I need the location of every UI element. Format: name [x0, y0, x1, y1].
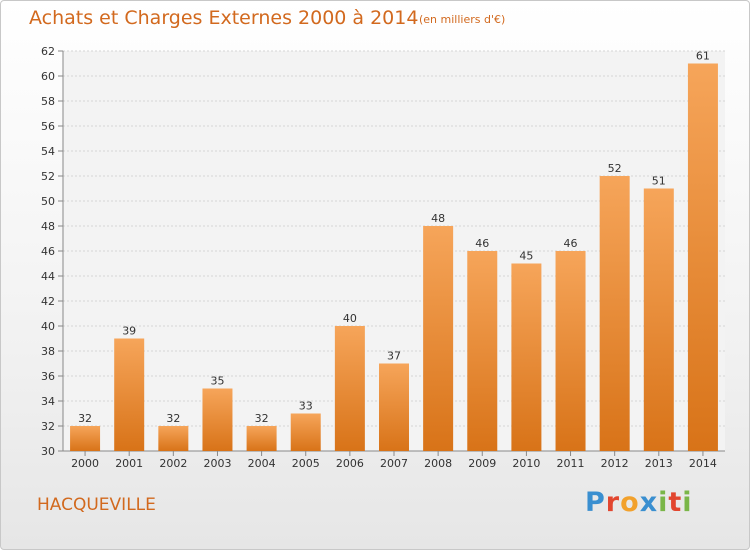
data-label: 32 [166, 412, 180, 425]
y-tick-label: 34 [41, 395, 55, 408]
data-label: 46 [564, 237, 578, 250]
bar [379, 363, 409, 451]
bar [423, 226, 454, 451]
bar [643, 188, 674, 451]
x-tick-label: 2014 [689, 457, 717, 470]
x-tick-label: 2004 [248, 457, 276, 470]
data-label: 32 [255, 412, 269, 425]
y-tick-label: 44 [41, 270, 55, 283]
y-tick-label: 54 [41, 145, 55, 158]
x-tick-label: 2000 [71, 457, 99, 470]
y-tick-label: 58 [41, 95, 55, 108]
y-tick-label: 56 [41, 120, 55, 133]
bar [70, 426, 101, 451]
y-tick-label: 36 [41, 370, 55, 383]
data-label: 40 [343, 312, 357, 325]
x-tick-label: 2008 [424, 457, 452, 470]
y-tick-label: 62 [41, 45, 55, 58]
proxiti-logo: Proxiti [585, 487, 693, 518]
x-tick-label: 2007 [380, 457, 408, 470]
y-tick-label: 46 [41, 245, 55, 258]
logo-letter: o [620, 487, 640, 518]
y-tick-label: 50 [41, 195, 55, 208]
bar [687, 63, 718, 451]
x-tick-label: 2001 [115, 457, 143, 470]
bar [334, 326, 365, 451]
data-label: 52 [608, 162, 622, 175]
data-label: 46 [475, 237, 489, 250]
data-label: 33 [299, 400, 313, 413]
x-tick-label: 2011 [557, 457, 585, 470]
bar [158, 426, 189, 451]
place-name: HACQUEVILLE [37, 495, 156, 515]
y-tick-label: 60 [41, 70, 55, 83]
y-tick-label: 38 [41, 345, 55, 358]
y-tick-label: 40 [41, 320, 55, 333]
data-label: 32 [78, 412, 92, 425]
x-tick-label: 2013 [645, 457, 673, 470]
data-label: 39 [122, 325, 136, 338]
data-label: 35 [210, 375, 224, 388]
logo-letter: t [668, 487, 683, 518]
logo-letter: P [585, 487, 606, 518]
y-tick-label: 48 [41, 220, 55, 233]
data-label: 37 [387, 350, 401, 363]
bar [511, 263, 542, 451]
x-tick-label: 2010 [512, 457, 540, 470]
logo-letter: r [605, 487, 621, 518]
y-tick-label: 42 [41, 295, 55, 308]
data-label: 45 [519, 250, 533, 263]
bar [555, 251, 586, 451]
bar [467, 251, 498, 451]
x-tick-label: 2012 [601, 457, 629, 470]
logo-letter: x [639, 487, 659, 518]
logo-letter: i [682, 487, 693, 518]
x-tick-label: 2006 [336, 457, 364, 470]
x-tick-label: 2003 [203, 457, 231, 470]
data-label: 61 [696, 50, 710, 63]
data-label: 51 [652, 175, 666, 188]
x-tick-label: 2002 [159, 457, 187, 470]
y-tick-label: 32 [41, 420, 55, 433]
x-tick-label: 2005 [292, 457, 320, 470]
bar [599, 176, 630, 451]
x-tick-label: 2009 [468, 457, 496, 470]
bar [202, 388, 233, 451]
logo-letter: i [658, 487, 669, 518]
y-tick-label: 52 [41, 170, 55, 183]
bar [290, 413, 321, 451]
y-tick-label: 30 [41, 445, 55, 458]
data-label: 48 [431, 212, 445, 225]
bar [114, 338, 145, 451]
chart-title: Achats et Charges Externes 2000 à 2014 [29, 7, 419, 29]
chart-subtitle: (en milliers d'€) [419, 13, 506, 26]
bar [246, 426, 277, 451]
